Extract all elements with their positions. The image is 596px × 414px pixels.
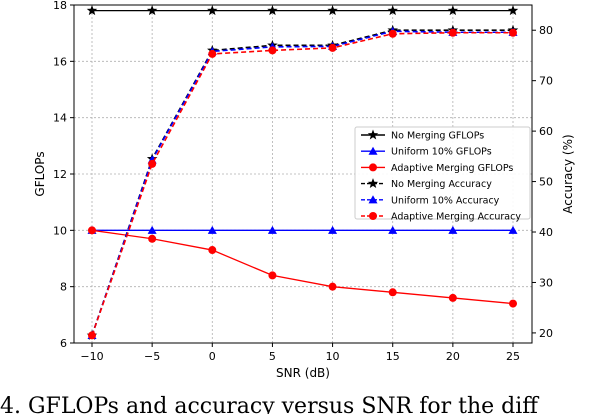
y-left-tick-label: 10 [53,224,67,237]
legend-marker-uniform-10-accuracy [368,195,378,204]
data-point-no-merging-gflops [207,5,218,16]
y-right-tick-label: 60 [539,125,553,138]
data-point-uniform-10-gflops [388,225,398,234]
data-point-adaptive-merging-accuracy [328,43,337,52]
data-point-adaptive-merging-accuracy [448,28,457,37]
data-point-adaptive-merging-gflops [388,288,397,297]
legend-label-adaptive-merging-gflops: Adaptive Merging GFLOPs [391,163,513,174]
legend-label-no-merging-accuracy: No Merging Accuracy [391,179,492,190]
legend-marker-adaptive-merging-accuracy [369,212,377,220]
data-point-no-merging-gflops [507,5,519,16]
series-line-adaptive-merging-gflops [91,229,514,305]
data-point-adaptive-merging-accuracy [509,28,517,37]
data-point-no-merging-gflops [387,5,398,16]
x-axis-title: SNR (dB) [276,366,330,380]
x-tick-label: 15 [386,350,400,363]
y-left-tick-label: 6 [60,337,67,350]
data-point-no-merging-gflops [327,5,338,16]
legend-label-adaptive-merging-accuracy: Adaptive Merging Accuracy [391,212,521,223]
data-point-uniform-10-gflops [267,225,277,234]
data-point-adaptive-merging-gflops [509,299,517,308]
data-point-adaptive-merging-gflops [88,226,96,235]
y-right-tick-label: 20 [539,327,553,340]
legend-marker-no-merging-gflops [367,129,379,140]
y-right-tick-label: 30 [539,276,553,289]
data-point-adaptive-merging-gflops [448,293,457,302]
y-right-tick-label: 80 [539,24,553,37]
data-point-adaptive-merging-accuracy [208,49,217,58]
data-point-adaptive-merging-gflops [208,246,217,255]
legend-label-uniform-10-accuracy: Uniform 10% Accuracy [391,195,500,206]
data-point-uniform-10-gflops [147,225,157,234]
data-point-adaptive-merging-gflops [328,282,337,291]
data-point-adaptive-merging-accuracy [268,46,277,55]
legend-label-no-merging-gflops: No Merging GFLOPs [391,131,484,142]
legend-label-uniform-10-gflops: Uniform 10% GFLOPs [391,147,492,158]
data-point-adaptive-merging-accuracy [88,331,96,340]
x-tick-label: 20 [446,350,460,363]
x-tick-label: 25 [506,350,520,363]
data-point-adaptive-merging-accuracy [388,29,397,38]
data-point-uniform-10-gflops [328,225,338,234]
legend-box [354,126,531,220]
axes: −10 −5 0 5 10 15 20 25 6 8 10 12 14 16 18 20 30 40 50 60 70 8… [53,0,553,363]
data-point-no-merging-gflops [447,5,459,16]
y-left-tick-label: 18 [53,0,67,12]
data-point-no-merging-gflops [86,5,98,16]
data-point-no-merging-gflops [267,5,278,16]
plot-series [86,5,519,340]
series-no-merging-gflops [86,5,519,16]
legend-marker-uniform-10-gflops [368,146,378,155]
y-left-tick-label: 8 [60,281,67,294]
y-right-tick-label: 50 [539,176,553,189]
series-line-no-merging-accuracy [91,29,513,336]
y-right-tick-label: 70 [539,75,553,88]
data-point-adaptive-merging-accuracy [148,159,157,168]
x-tick-label: −10 [80,350,103,363]
x-tick-label: −5 [144,350,160,363]
y-left-tick-label: 16 [53,55,67,68]
data-point-uniform-10-gflops [508,225,518,234]
y-left-tick-label: 12 [53,168,67,181]
series-uniform-10-gflops [87,225,518,234]
y-right-tick-label: 40 [539,226,553,239]
data-point-adaptive-merging-gflops [148,234,157,243]
legend: No Merging GFLOPs Uniform 10% GFLOPs Adapt… [354,126,531,223]
data-point-no-merging-gflops [146,5,158,16]
legend-marker-no-merging-accuracy [367,178,379,189]
y-axis-left-title: GFLOPs [33,151,47,196]
series-line-adaptive-merging-accuracy [91,31,513,336]
data-point-uniform-10-gflops [207,225,217,234]
x-tick-label: 0 [209,350,216,363]
data-point-uniform-10-gflops [448,225,458,234]
x-tick-label: 10 [326,350,340,363]
legend-marker-adaptive-merging-gflops [369,163,377,172]
figure-caption: 4. GFLOPs and accuracy versus SNR for th… [0,394,538,414]
y-axis-right-title: Accuracy (%) [561,134,575,213]
y-left-tick-label: 14 [53,112,67,125]
series-adaptive-merging-gflops [88,226,517,308]
series-adaptive-merging-accuracy [88,28,517,340]
x-tick-label: 5 [269,350,276,363]
data-point-adaptive-merging-gflops [268,271,277,280]
